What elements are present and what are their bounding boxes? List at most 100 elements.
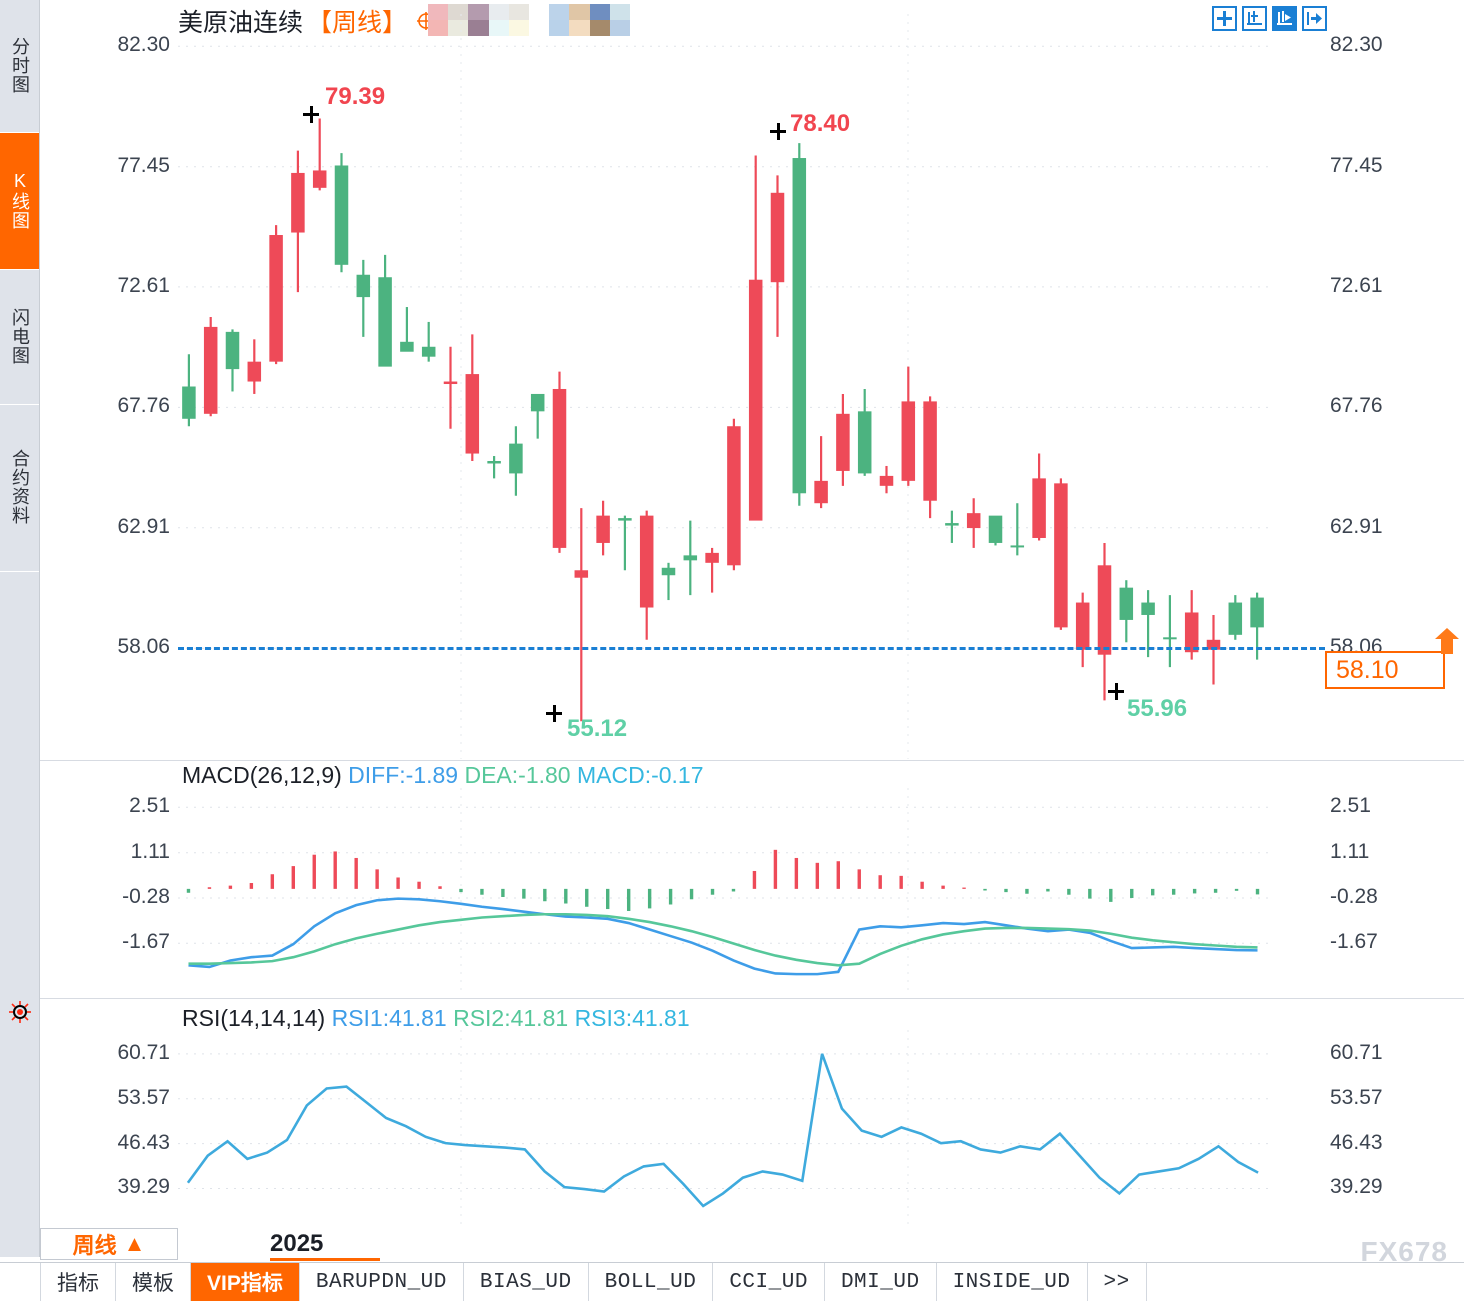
mosaic-block [428, 20, 449, 36]
macd-diff-value: DIFF:-1.89 [348, 762, 459, 788]
macd-line-diff [188, 897, 1258, 976]
candle-body [1032, 478, 1046, 538]
tab-boll-ud[interactable]: BOLL_UD [589, 1263, 714, 1301]
candle-body [988, 515, 1003, 543]
sun-icon[interactable] [8, 1000, 32, 1024]
sidebar-item-contract-info[interactable]: 合约资料 [0, 405, 39, 572]
x-axis-date-label: 2025 [270, 1230, 324, 1257]
tab-[interactable]: >> [1088, 1263, 1147, 1301]
mosaic-block [609, 4, 630, 20]
candle-body [966, 513, 981, 529]
rsi-axis-label-left: 53.57 [117, 1085, 170, 1109]
annotation-high-1: 79.39 [325, 83, 386, 110]
price-axis-label-right: 67.76 [1330, 394, 1383, 418]
macd-axis-label-right: -1.67 [1330, 930, 1378, 954]
chart-header: 美原油连续 【周线】 [178, 4, 437, 38]
exit-arrow-icon[interactable] [1302, 6, 1327, 31]
price-axis-label-left: 62.91 [117, 514, 170, 538]
mosaic-block [488, 4, 509, 20]
sidebar-item-lightning[interactable]: 闪电图 [0, 270, 39, 405]
move-crosshair-icon[interactable] [1212, 6, 1237, 31]
candle-body [1141, 602, 1155, 615]
reference-price-line [178, 647, 1325, 651]
mosaic-block [549, 20, 570, 36]
candle-body [378, 277, 392, 367]
rsi-indicator-title[interactable]: RSI(14,14,14) RSI1:41.81 RSI2:41.81 RSI3… [182, 1005, 690, 1032]
macd-axis-label-right: 2.51 [1330, 794, 1371, 818]
left-sidebar: 分时图 K线图 闪电图 合约资料 [0, 0, 40, 1257]
up-arrow-marker-icon [1435, 628, 1459, 655]
mosaic-block [569, 20, 590, 36]
mosaic-block [468, 4, 489, 20]
candle-body [879, 475, 894, 486]
price-axis-label-right: 62.91 [1330, 514, 1383, 538]
candle-body [400, 341, 414, 352]
watermark-logo: FX678 [1360, 1236, 1448, 1267]
sidebar-item-label: 合约资料 [10, 449, 30, 525]
candle-body [618, 518, 632, 521]
tab-inside-ud[interactable]: INSIDE_UD [937, 1263, 1088, 1301]
rsi-plot[interactable] [178, 1030, 1268, 1228]
candle-body [814, 480, 828, 504]
sidebar-item-kline[interactable]: K线图 [0, 133, 39, 270]
tab-cci-ud[interactable]: CCI_UD [713, 1263, 825, 1301]
mosaic-block [428, 4, 449, 20]
x-axis-date-underline [270, 1258, 380, 1261]
price-axis-label-left: 72.61 [117, 273, 170, 297]
period-selector-button[interactable]: 周线 ▲ [40, 1228, 178, 1260]
tab-dmi-ud[interactable]: DMI_UD [825, 1263, 937, 1301]
candle-body [465, 374, 480, 454]
candle-body [1228, 602, 1243, 635]
rsi-axis-label-left: 46.43 [117, 1130, 170, 1154]
measure-tool-icon[interactable] [1242, 6, 1267, 31]
candle-body [1163, 637, 1177, 640]
period-selector-label: 周线 [72, 1233, 117, 1258]
candle-body [530, 393, 545, 412]
candle-body [661, 567, 676, 576]
mosaic-block [589, 4, 610, 20]
tab-[interactable]: 模板 [116, 1263, 191, 1301]
macd-plot[interactable] [178, 788, 1268, 993]
annotation-high-2: 78.40 [790, 110, 851, 137]
macd-dea-value: DEA:-1.80 [464, 762, 571, 788]
mosaic-block [569, 4, 590, 20]
rsi-line-rsi1 [186, 1053, 1259, 1208]
mosaic-block [508, 20, 529, 36]
mosaic-block [508, 4, 529, 20]
candle-body [901, 401, 916, 481]
tab-bar-filler [1147, 1263, 1464, 1301]
playback-tool-icon[interactable] [1272, 6, 1297, 31]
candle-body [552, 388, 567, 548]
candle-body [683, 555, 698, 561]
candle-body [923, 401, 937, 501]
header-period-label: 【周线】 [307, 9, 408, 37]
sidebar-filler [0, 572, 39, 1257]
macd-axis-label-left: -0.28 [122, 884, 170, 908]
sidebar-item-timeshare[interactable]: 分时图 [0, 0, 39, 133]
rsi-axis-label-right: 53.57 [1330, 1085, 1383, 1109]
tab-barupdn-ud[interactable]: BARUPDN_UD [300, 1263, 464, 1301]
candle-body [356, 274, 371, 298]
candlestick-plot[interactable] [178, 14, 1268, 759]
mosaic-block [488, 20, 509, 36]
chart-toolbar [1212, 6, 1327, 31]
rsi3-value: RSI3:41.81 [574, 1005, 690, 1031]
candle-body [509, 443, 523, 474]
candle-body [443, 381, 458, 385]
tab-bias-ud[interactable]: BIAS_UD [464, 1263, 589, 1301]
mosaic-block [468, 20, 489, 36]
candle-body [312, 170, 327, 188]
rsi-name: RSI(14,14,14) [182, 1005, 326, 1031]
caret-up-icon: ▲ [123, 1231, 146, 1256]
price-axis-label-left: 82.30 [117, 33, 170, 57]
mosaic-block [589, 20, 610, 36]
candle-body [1075, 602, 1090, 650]
panel-divider-2 [40, 998, 1464, 999]
candle-body [639, 515, 654, 608]
price-axis-label-left: 67.76 [117, 394, 170, 418]
tab-vip[interactable]: VIP指标 [191, 1263, 300, 1301]
sidebar-item-label: 闪电图 [10, 307, 30, 365]
macd-indicator-title[interactable]: MACD(26,12,9) DIFF:-1.89 DEA:-1.80 MACD:… [182, 762, 704, 789]
tab-[interactable]: 指标 [40, 1263, 116, 1301]
current-price-tag[interactable]: 58.10 [1325, 651, 1445, 690]
